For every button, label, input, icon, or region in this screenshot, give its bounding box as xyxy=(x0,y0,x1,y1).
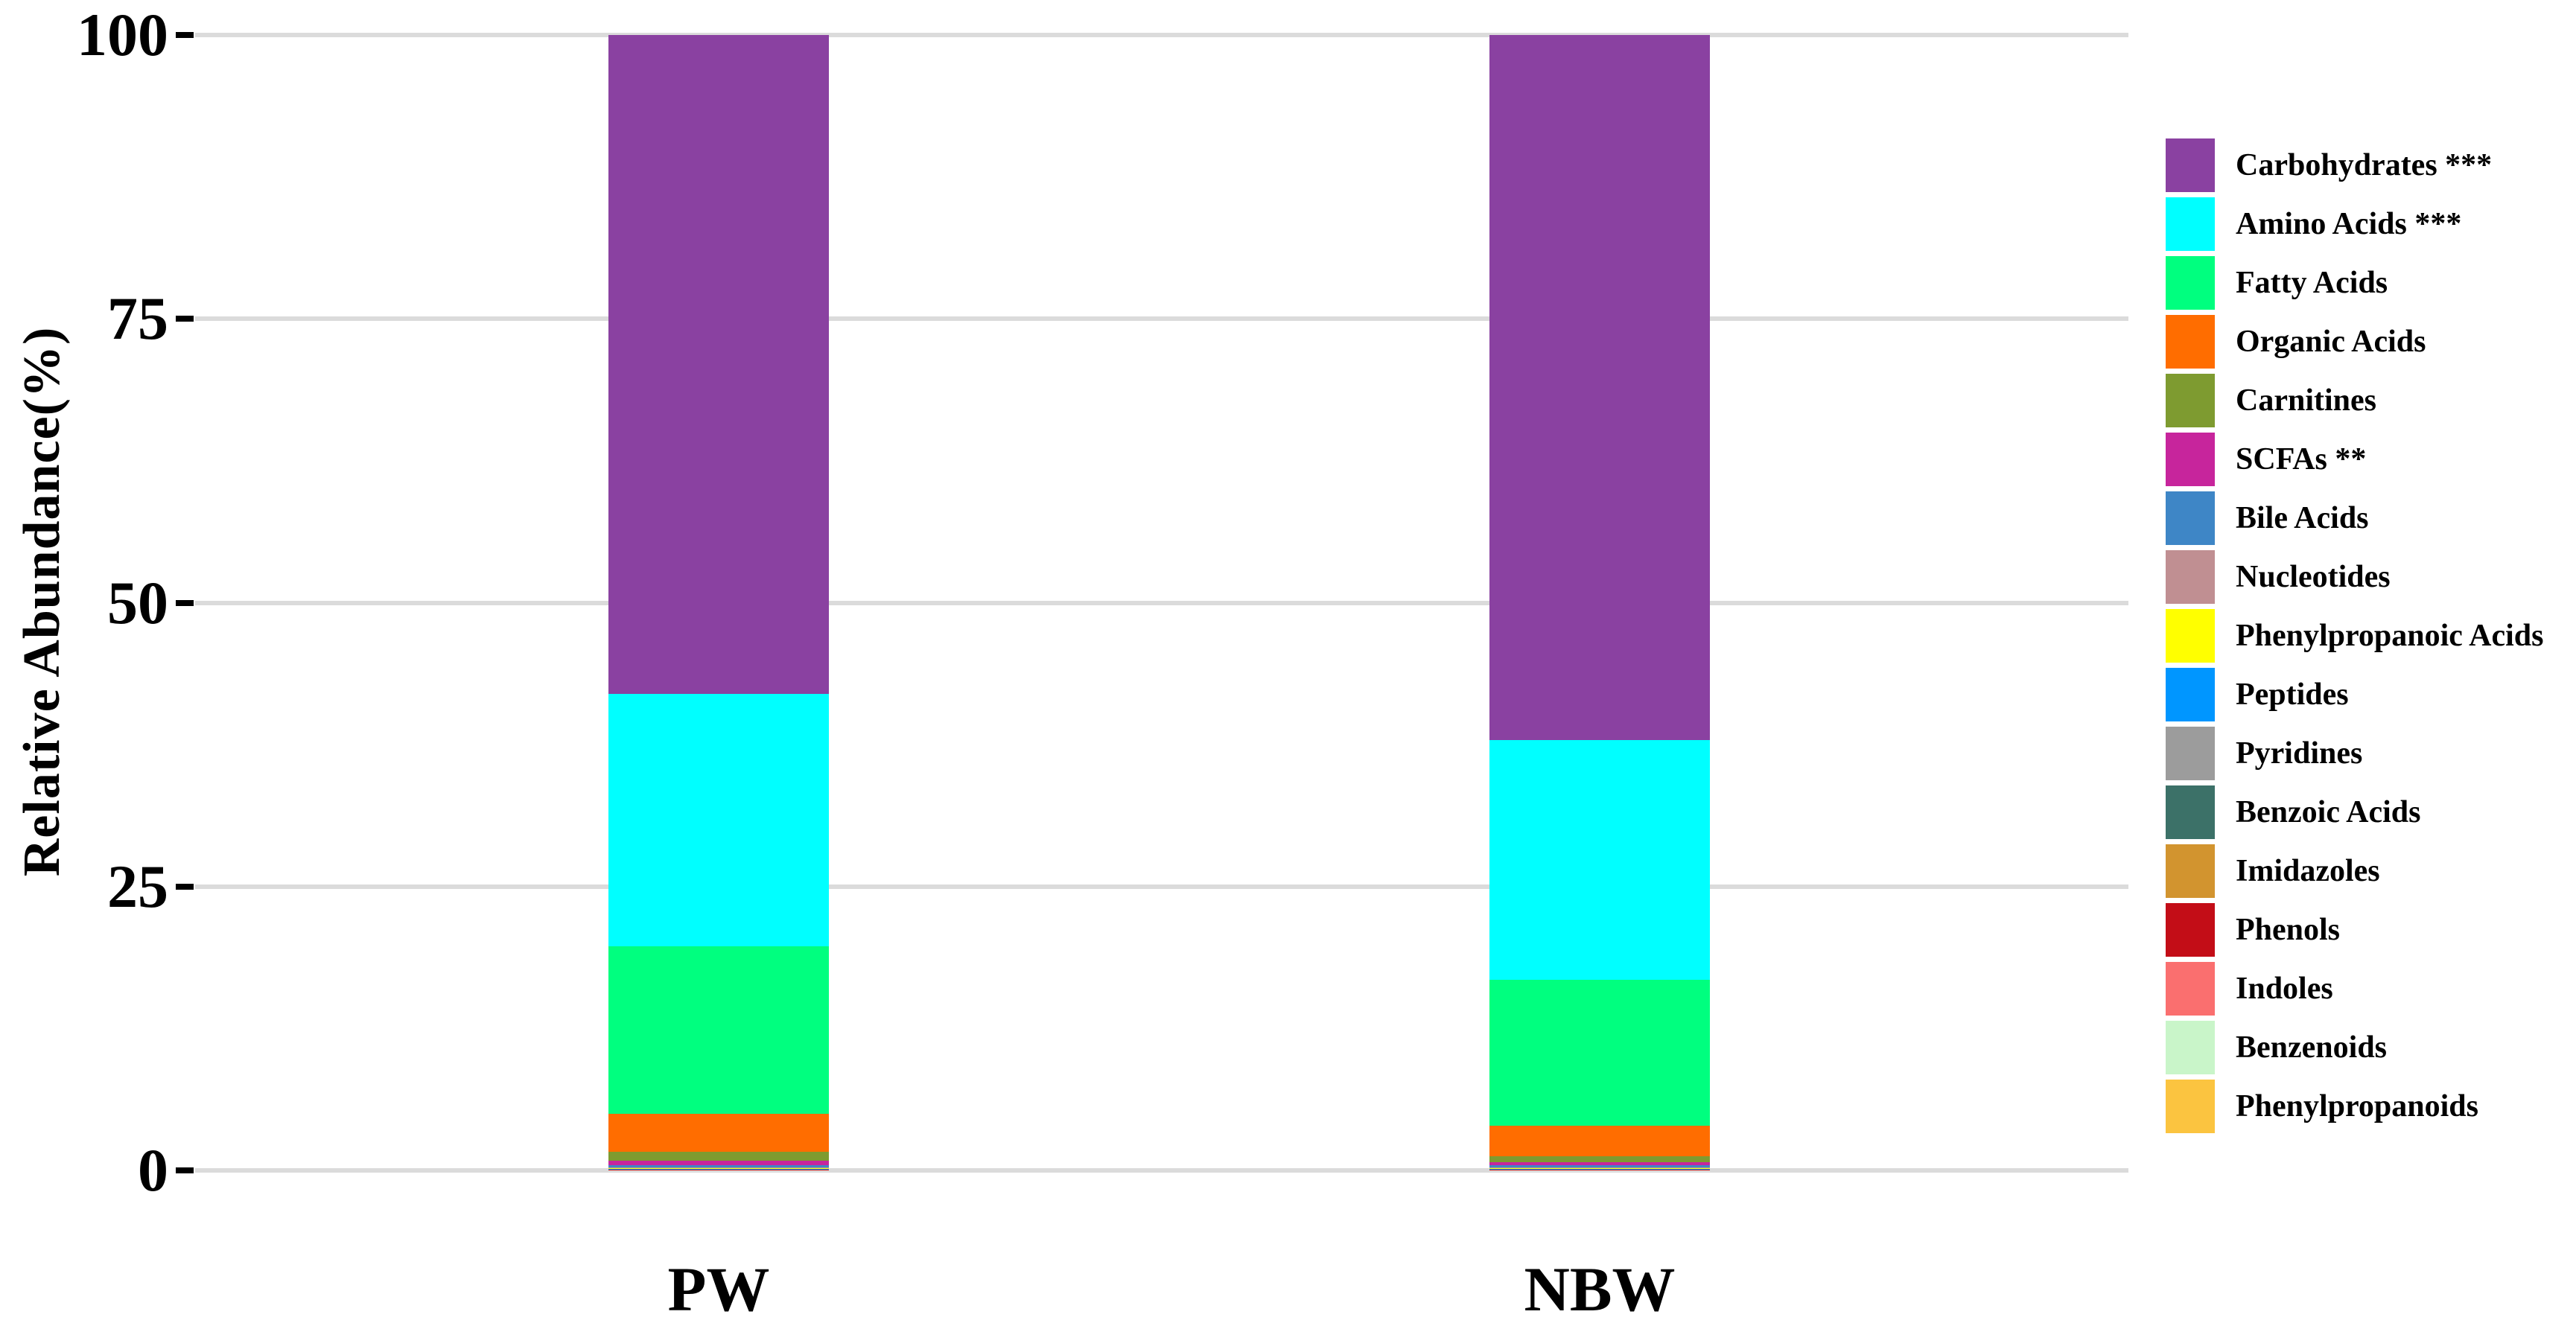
legend-item-benzoic-acids: Benzoic Acids xyxy=(2166,785,2576,839)
legend-item-phenols: Phenols xyxy=(2166,903,2576,957)
bar-PW-segment-organic-acids xyxy=(608,1114,829,1152)
legend-label: Fatty Acids xyxy=(2236,266,2388,300)
y-tick-label-75: 75 xyxy=(107,284,168,353)
legend-label: Amino Acids *** xyxy=(2236,207,2462,241)
legend-label: Phenylpropanoic Acids xyxy=(2236,619,2544,653)
bar-NBW-segment-phenylpropanoic-acids xyxy=(1489,1167,1710,1169)
legend-swatch xyxy=(2166,727,2215,780)
legend-swatch xyxy=(2166,197,2215,251)
y-tick-50 xyxy=(176,599,194,606)
legend-item-nucleotides: Nucleotides xyxy=(2166,550,2576,604)
bar-NBW-segment-scfas- xyxy=(1489,1161,1710,1166)
x-axis-label-nbw: NBW xyxy=(1524,1255,1676,1325)
x-axis-label-pw: PW xyxy=(667,1255,770,1325)
legend-item-pyridines: Pyridines xyxy=(2166,727,2576,780)
legend-label: Benzoic Acids xyxy=(2236,795,2421,829)
legend-swatch xyxy=(2166,903,2215,957)
y-tick-75 xyxy=(176,316,194,322)
legend-item-carnitines: Carnitines xyxy=(2166,374,2576,427)
legend-swatch xyxy=(2166,491,2215,545)
bar-PW-segment-amino-acids- xyxy=(608,693,829,947)
legend-label: Peptides xyxy=(2236,678,2349,712)
bar-PW-segment-scfas- xyxy=(608,1160,829,1165)
bar-NBW-segment-amino-acids- xyxy=(1489,740,1710,980)
y-tick-label-50: 50 xyxy=(107,568,168,637)
legend-item-fatty-acids: Fatty Acids xyxy=(2166,256,2576,310)
legend-item-indoles: Indoles xyxy=(2166,962,2576,1016)
legend-item-benzenoids: Benzenoids xyxy=(2166,1021,2576,1074)
legend-label: Organic Acids xyxy=(2236,325,2426,359)
legend-swatch xyxy=(2166,374,2215,427)
legend-item-phenylpropanoic-acids: Phenylpropanoic Acids xyxy=(2166,609,2576,663)
legend-swatch xyxy=(2166,550,2215,604)
gridline-0 xyxy=(195,1168,2128,1173)
gridline-50 xyxy=(195,600,2128,605)
legend-label: Phenylpropanoids xyxy=(2236,1089,2479,1123)
legend-swatch xyxy=(2166,433,2215,486)
bar-NBW-segment-carbohydrates- xyxy=(1489,35,1710,741)
legend-label: Imidazoles xyxy=(2236,854,2380,888)
legend-swatch xyxy=(2166,1080,2215,1133)
legend-item-phenylpropanoids: Phenylpropanoids xyxy=(2166,1080,2576,1133)
legend-item-carbohydrates-: Carbohydrates *** xyxy=(2166,138,2576,192)
legend-swatch xyxy=(2166,256,2215,310)
bar-NBW-segment-fatty-acids xyxy=(1489,979,1710,1126)
bar-PW-segment-phenylpropanoic-acids xyxy=(608,1167,829,1169)
legend-label: Indoles xyxy=(2236,972,2333,1006)
bar-NBW-segment-bile-acids xyxy=(1489,1165,1710,1168)
y-tick-label-0: 0 xyxy=(138,1136,168,1204)
gridline-75 xyxy=(195,316,2128,322)
bar-NBW-segment-carnitines xyxy=(1489,1156,1710,1162)
legend-swatch xyxy=(2166,668,2215,721)
y-tick-100 xyxy=(176,32,194,38)
legend-swatch xyxy=(2166,138,2215,192)
legend-swatch xyxy=(2166,315,2215,369)
legend-item-organic-acids: Organic Acids xyxy=(2166,315,2576,369)
bar-PW-segment-bile-acids xyxy=(608,1164,829,1168)
legend-item-bile-acids: Bile Acids xyxy=(2166,491,2576,545)
legend-item-scfas-: SCFAs ** xyxy=(2166,433,2576,486)
y-tick-0 xyxy=(176,1167,194,1173)
legend-swatch xyxy=(2166,785,2215,839)
legend-swatch xyxy=(2166,962,2215,1016)
legend-swatch xyxy=(2166,844,2215,898)
gridline-100 xyxy=(195,33,2128,37)
legend-label: Carnitines xyxy=(2236,383,2376,418)
bar-PW-segment-carbohydrates- xyxy=(608,35,829,694)
legend-swatch xyxy=(2166,1021,2215,1074)
y-tick-label-100: 100 xyxy=(77,1,168,68)
legend-item-peptides: Peptides xyxy=(2166,668,2576,721)
y-tick-label-25: 25 xyxy=(107,852,168,920)
bar-NBW-segment-organic-acids xyxy=(1489,1125,1710,1157)
y-tick-25 xyxy=(176,883,194,890)
legend-label: Carbohydrates *** xyxy=(2236,148,2493,182)
legend-item-imidazoles: Imidazoles xyxy=(2166,844,2576,898)
legend-label: Benzenoids xyxy=(2236,1030,2388,1065)
gridline-25 xyxy=(195,884,2128,889)
legend-label: SCFAs ** xyxy=(2236,442,2367,476)
legend-item-amino-acids-: Amino Acids *** xyxy=(2166,197,2576,251)
bar-PW-segment-carnitines xyxy=(608,1151,829,1161)
legend-swatch xyxy=(2166,609,2215,663)
bar-PW-segment-fatty-acids xyxy=(608,946,829,1115)
legend-label: Pyridines xyxy=(2236,736,2363,771)
legend-label: Bile Acids xyxy=(2236,501,2369,535)
legend-label: Nucleotides xyxy=(2236,560,2391,594)
legend-label: Phenols xyxy=(2236,913,2341,947)
